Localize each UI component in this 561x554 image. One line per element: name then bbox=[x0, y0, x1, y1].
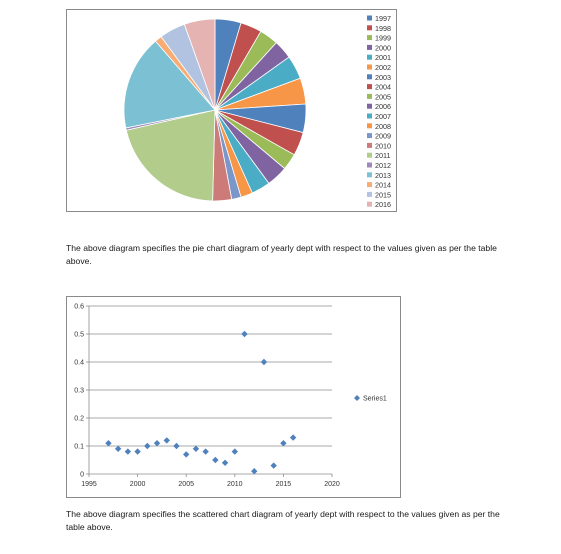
legend-swatch-2003 bbox=[367, 74, 372, 80]
scatter-point-2003 bbox=[163, 437, 170, 444]
legend-swatch-2006 bbox=[367, 103, 372, 109]
legend-label-2008: 2008 bbox=[375, 122, 391, 131]
legend-label-1999: 1999 bbox=[375, 34, 391, 43]
legend-swatch-2005 bbox=[367, 93, 372, 99]
legend-label-1997: 1997 bbox=[375, 14, 391, 23]
pie-slice-2013 bbox=[123, 40, 216, 129]
x-tick-label-2000: 2000 bbox=[130, 481, 146, 488]
scatter-point-2015 bbox=[280, 440, 287, 447]
legend-swatch-2015 bbox=[367, 191, 372, 197]
x-tick-label-1995: 1995 bbox=[81, 481, 97, 488]
legend-label-series1: Series1 bbox=[363, 396, 387, 403]
pie-slice-2016 bbox=[183, 18, 216, 111]
scatter-chart-container: 0 0.1 0.2 0.3 0.4 0.5 0.6 1995 2000 2005 2010 2015 2… bbox=[66, 296, 401, 498]
scatter-point-1997 bbox=[105, 440, 112, 447]
legend-swatch-2004 bbox=[367, 84, 372, 90]
y-tick-label-0: 0 bbox=[80, 472, 84, 479]
scatter-point-2001 bbox=[144, 442, 151, 450]
scatter-chart-caption: The above diagram specifies the scattere… bbox=[66, 509, 500, 532]
x-tick-label-2020: 2020 bbox=[324, 481, 340, 488]
legend-swatch-2007 bbox=[367, 113, 372, 119]
x-tick-label-2015: 2015 bbox=[276, 481, 292, 488]
y-tick-label-0.5: 0.5 bbox=[74, 332, 84, 339]
scatter-point-2007 bbox=[202, 448, 209, 455]
y-tick-label-0.4: 0.4 bbox=[74, 360, 84, 367]
legend-label-2013: 2013 bbox=[375, 171, 391, 180]
scatter-point-2016 bbox=[289, 434, 297, 441]
legend-label-1998: 1998 bbox=[375, 24, 391, 33]
scatter-point-2011 bbox=[241, 330, 248, 338]
legend-swatch-2011 bbox=[367, 152, 372, 158]
pie-chart-container: 1997 1998 1999 2000 2001 2002 2003 2004 2005 2006… bbox=[66, 9, 397, 212]
legend-label-2005: 2005 bbox=[375, 92, 391, 101]
legend-label-2003: 2003 bbox=[375, 73, 391, 82]
scatter-point-2004 bbox=[173, 442, 180, 450]
legend-label-2007: 2007 bbox=[375, 112, 391, 121]
pie-slice-2011 bbox=[125, 109, 216, 202]
legend-swatch-2009 bbox=[367, 133, 372, 139]
legend-swatch-2013 bbox=[367, 172, 372, 178]
legend-label-2010: 2010 bbox=[375, 141, 391, 150]
x-tick-label-2010: 2010 bbox=[227, 481, 243, 488]
scatter-point-2002 bbox=[153, 440, 161, 447]
legend-label-2012: 2012 bbox=[375, 161, 391, 170]
legend-label-2006: 2006 bbox=[375, 102, 391, 111]
legend-swatch-2008 bbox=[367, 123, 372, 129]
legend-swatch-2000 bbox=[367, 44, 372, 50]
scatter-point-2006 bbox=[192, 445, 200, 452]
legend-swatch-2014 bbox=[367, 182, 372, 188]
legend-swatch-1999 bbox=[367, 35, 372, 41]
scatter-point-1998 bbox=[114, 445, 122, 452]
legend-swatch-2010 bbox=[367, 142, 372, 148]
legend-label-2015: 2015 bbox=[375, 190, 391, 199]
legend-label-2011: 2011 bbox=[375, 151, 390, 160]
scatter-point-2014 bbox=[270, 462, 277, 469]
legend-label-2014: 2014 bbox=[375, 181, 391, 190]
legend-label-2004: 2004 bbox=[375, 83, 391, 92]
legend-label-2009: 2009 bbox=[375, 132, 391, 141]
y-tick-label-0.3: 0.3 bbox=[74, 388, 84, 395]
scatter-chart: 0 0.1 0.2 0.3 0.4 0.5 0.6 1995 2000 2005 2010 2015 2… bbox=[74, 304, 387, 489]
legend-label-2001: 2001 bbox=[375, 53, 391, 62]
pie-chart: 1997199819992000200120022003200420052006… bbox=[123, 14, 391, 209]
legend-swatch-1997 bbox=[367, 15, 372, 21]
y-tick-label-0.1: 0.1 bbox=[74, 444, 84, 451]
legend-swatch-2001 bbox=[367, 54, 372, 60]
legend-marker-series1 bbox=[354, 395, 360, 401]
pie-chart-caption: The above diagram specifies the pie char… bbox=[66, 243, 497, 266]
scatter-point-2008 bbox=[212, 456, 219, 464]
legend-swatch-1998 bbox=[367, 25, 372, 31]
y-tick-label-0.2: 0.2 bbox=[74, 416, 84, 423]
y-tick-label-0.6: 0.6 bbox=[74, 304, 84, 311]
scatter-point-2000 bbox=[134, 448, 141, 455]
legend-label-2016: 2016 bbox=[375, 200, 391, 209]
x-tick-label-2005: 2005 bbox=[178, 481, 194, 488]
legend-swatch-2002 bbox=[367, 64, 372, 70]
legend-swatch-2012 bbox=[367, 162, 372, 168]
legend-swatch-2016 bbox=[367, 201, 372, 207]
scatter-point-2012 bbox=[251, 468, 258, 475]
legend-label-2000: 2000 bbox=[375, 43, 391, 52]
scatter-point-2005 bbox=[183, 451, 190, 458]
scatter-point-2009 bbox=[221, 459, 229, 466]
scatter-point-2010 bbox=[231, 448, 238, 455]
scatter-point-2013 bbox=[260, 358, 268, 366]
scatter-point-1999 bbox=[124, 448, 132, 455]
legend-label-2002: 2002 bbox=[375, 63, 391, 72]
